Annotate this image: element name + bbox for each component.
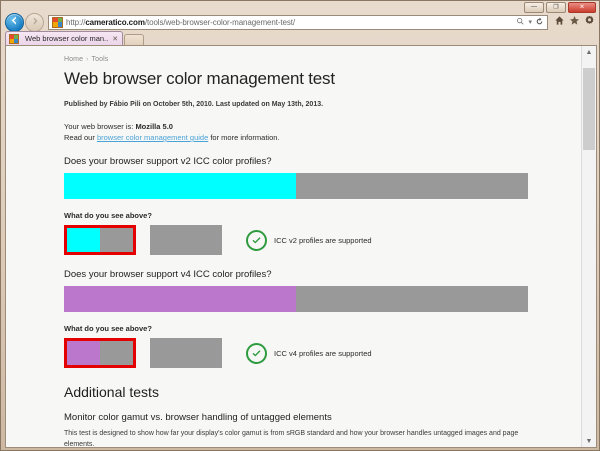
answer-b-v2-right: [186, 225, 222, 255]
test-result-v4: ICC v4 profiles are supported: [246, 342, 372, 364]
test-bar-v2: [64, 173, 528, 199]
test-bar-v2-left: [64, 173, 296, 199]
browser-line-prefix: Your web browser is:: [64, 122, 136, 131]
title-bar: — ❐ ✕: [1, 1, 599, 13]
breadcrumb-home-link[interactable]: Home: [64, 56, 84, 63]
answer-a-v4-left: [67, 341, 100, 365]
answer-b-v4-right: [186, 338, 222, 368]
test-bar-v2-right: [296, 173, 528, 199]
minimize-icon: —: [531, 4, 537, 10]
breadcrumb: Home › Tools: [64, 56, 581, 63]
guide-suffix: for more information.: [208, 133, 280, 142]
check-circle-icon: [246, 229, 267, 251]
test-result-text-v4: ICC v4 profiles are supported: [274, 348, 372, 358]
close-icon: ✕: [579, 4, 585, 10]
color-management-guide-link[interactable]: browser color management guide: [96, 133, 209, 142]
gamut-test-subheading: Monitor color gamut vs. browser handling…: [64, 412, 332, 423]
site-favicon-icon: [52, 16, 63, 28]
home-icon[interactable]: [554, 13, 565, 31]
scroll-up-icon[interactable]: ▲: [582, 46, 596, 58]
answer-a-v4-right: [100, 341, 133, 365]
test-bar-v4: [64, 286, 528, 312]
answer-option-b-v2[interactable]: [150, 225, 222, 255]
test-prompt-v4: What do you see above?: [64, 324, 152, 333]
tab-strip: Web browser color man.. ✕: [1, 31, 599, 45]
scroll-down-icon[interactable]: ▼: [582, 435, 596, 447]
tab-close-icon[interactable]: ✕: [112, 35, 119, 43]
scrollbar-track[interactable]: [582, 58, 596, 435]
content-viewport: Home › Tools Web browser color management …: [5, 45, 597, 448]
guide-line: Read our browser color management guide …: [64, 133, 581, 142]
maximize-button[interactable]: ❐: [546, 2, 566, 13]
arrow-right-icon: [30, 13, 40, 31]
tab-favicon-icon: [9, 33, 19, 44]
test-bar-v4-left: [64, 286, 296, 312]
back-button[interactable]: [5, 12, 24, 32]
navigation-toolbar: http://cameratico.com/tools/web-browser-…: [1, 12, 599, 32]
address-bar-actions: ▾: [516, 17, 544, 28]
answer-option-a-v4[interactable]: [64, 338, 136, 368]
page-scrollbar[interactable]: ▲ ▼: [581, 46, 596, 447]
close-button[interactable]: ✕: [568, 2, 596, 13]
gamut-test-description: This test is designed to show how far yo…: [64, 430, 519, 447]
answer-b-v2-left: [150, 225, 186, 255]
new-tab-button[interactable]: [124, 34, 145, 45]
maximize-icon: ❐: [553, 4, 559, 10]
minimize-button[interactable]: —: [524, 2, 544, 13]
test-result-text-v2: ICC v2 profiles are supported: [274, 235, 372, 245]
answer-a-v2-right: [100, 228, 133, 252]
answer-option-a-v2[interactable]: [64, 225, 136, 255]
test-answers-v4: ICC v4 profiles are supported: [64, 338, 581, 368]
byline: Published by Fábio Pili on October 5th, …: [64, 101, 324, 108]
answer-a-v2-left: [67, 228, 100, 252]
window-controls: — ❐ ✕: [524, 2, 596, 13]
answer-b-v4-left: [150, 338, 186, 368]
browser-detection-line: Your web browser is: Mozilla 5.0: [64, 122, 581, 131]
tab-title: Web browser color man..: [25, 34, 109, 43]
star-icon[interactable]: [569, 13, 580, 31]
test-answers-v2: ICC v2 profiles are supported: [64, 225, 581, 255]
address-bar[interactable]: http://cameratico.com/tools/web-browser-…: [48, 14, 548, 30]
search-dropdown-icon[interactable]: [516, 17, 525, 28]
test-question-v4: Does your browser support v4 ICC color p…: [64, 269, 272, 280]
browser-tool-icons: [554, 13, 595, 31]
detected-browser-name: Mozilla 5.0: [135, 122, 173, 131]
arrow-left-icon: [9, 13, 20, 31]
forward-button[interactable]: [25, 12, 44, 32]
test-prompt-v2: What do you see above?: [64, 211, 152, 220]
web-page: Home › Tools Web browser color management …: [6, 46, 581, 447]
test-bar-v4-right: [296, 286, 528, 312]
check-circle-icon: [246, 342, 267, 364]
gear-icon[interactable]: [584, 13, 595, 31]
breadcrumb-separator: ›: [86, 56, 89, 63]
test-question-v2: Does your browser support v2 ICC color p…: [64, 156, 272, 167]
guide-prefix: Read our: [64, 133, 97, 142]
answer-option-b-v4[interactable]: [150, 338, 222, 368]
scrollbar-thumb[interactable]: [583, 68, 595, 150]
dropdown-caret-icon[interactable]: ▾: [528, 19, 532, 26]
browser-tab[interactable]: Web browser color man.. ✕: [5, 31, 124, 45]
refresh-icon[interactable]: [535, 17, 544, 28]
url-text: http://cameratico.com/tools/web-browser-…: [66, 17, 296, 27]
additional-tests-heading: Additional tests: [64, 384, 159, 400]
page-title: Web browser color management test: [64, 69, 335, 88]
test-result-v2: ICC v2 profiles are supported: [246, 229, 372, 251]
breadcrumb-tools-link[interactable]: Tools: [91, 56, 109, 63]
